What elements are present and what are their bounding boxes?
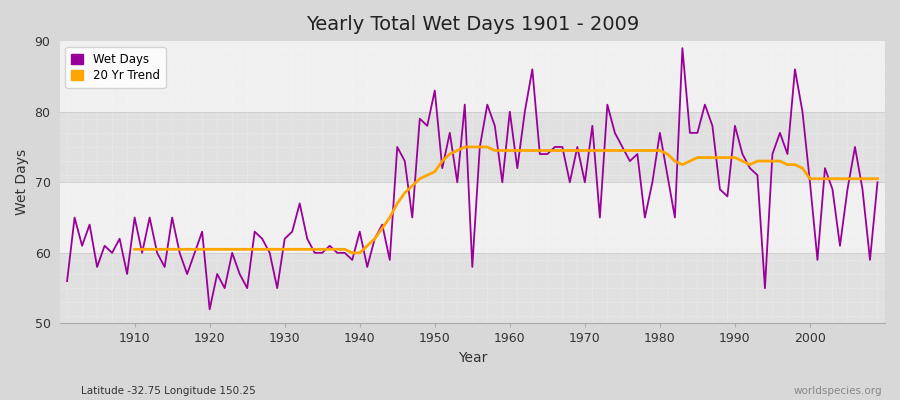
- Wet Days: [677, 46, 688, 50]
- 20 Yr Trend: [526, 148, 537, 153]
- Y-axis label: Wet Days: Wet Days: [15, 149, 29, 215]
- Wet Days: [122, 272, 132, 276]
- Bar: [59, 112, 885, 182]
- Title: Yearly Total Wet Days 1901 - 2009: Yearly Total Wet Days 1901 - 2009: [306, 15, 639, 34]
- 20 Yr Trend: [587, 148, 598, 153]
- Bar: [59, 41, 885, 112]
- Text: worldspecies.org: worldspecies.org: [794, 386, 882, 396]
- Legend: Wet Days, 20 Yr Trend: Wet Days, 20 Yr Trend: [66, 47, 166, 88]
- Text: Latitude -32.75 Longitude 150.25: Latitude -32.75 Longitude 150.25: [81, 386, 256, 396]
- 20 Yr Trend: [302, 247, 312, 252]
- 20 Yr Trend: [872, 176, 883, 181]
- Wet Days: [204, 307, 215, 312]
- Wet Days: [872, 180, 883, 185]
- Wet Days: [504, 109, 515, 114]
- Wet Days: [339, 250, 350, 255]
- Line: Wet Days: Wet Days: [68, 48, 878, 309]
- Wet Days: [294, 201, 305, 206]
- Wet Days: [62, 279, 73, 284]
- Bar: [59, 253, 885, 324]
- 20 Yr Trend: [346, 250, 357, 255]
- 20 Yr Trend: [272, 247, 283, 252]
- 20 Yr Trend: [459, 144, 470, 149]
- Wet Days: [602, 102, 613, 107]
- 20 Yr Trend: [827, 176, 838, 181]
- Line: 20 Yr Trend: 20 Yr Trend: [135, 147, 878, 253]
- Wet Days: [512, 166, 523, 170]
- Bar: [59, 182, 885, 253]
- 20 Yr Trend: [850, 176, 860, 181]
- X-axis label: Year: Year: [457, 351, 487, 365]
- 20 Yr Trend: [130, 247, 140, 252]
